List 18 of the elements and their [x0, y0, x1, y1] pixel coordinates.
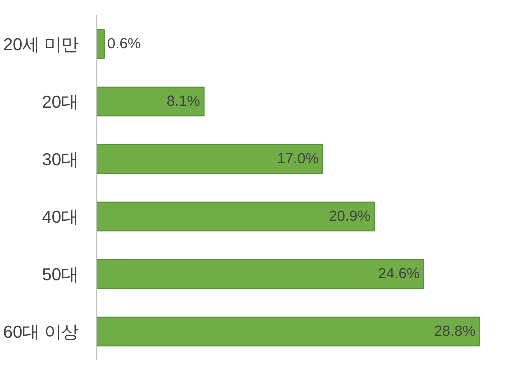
data-label: 8.1%	[166, 94, 200, 110]
bar	[96, 144, 324, 174]
bar	[96, 29, 105, 60]
bar	[96, 316, 480, 347]
data-label: 20.9%	[329, 208, 371, 225]
y-tick-label: 20대	[42, 92, 79, 112]
bar	[96, 202, 376, 232]
data-label: 0.6%	[107, 36, 141, 52]
bar	[96, 86, 205, 117]
y-tick-label: 60대 이상	[3, 322, 79, 342]
y-tick-label: 30대	[42, 149, 79, 170]
y-tick-label: 50대	[42, 264, 79, 284]
data-label: 24.6%	[378, 266, 420, 282]
y-tick-label: 20세 미만	[3, 34, 79, 54]
data-label: 28.8%	[434, 324, 476, 340]
y-tick-label: 40대	[42, 206, 79, 227]
bar	[96, 259, 424, 290]
data-label: 17.0%	[277, 151, 319, 168]
